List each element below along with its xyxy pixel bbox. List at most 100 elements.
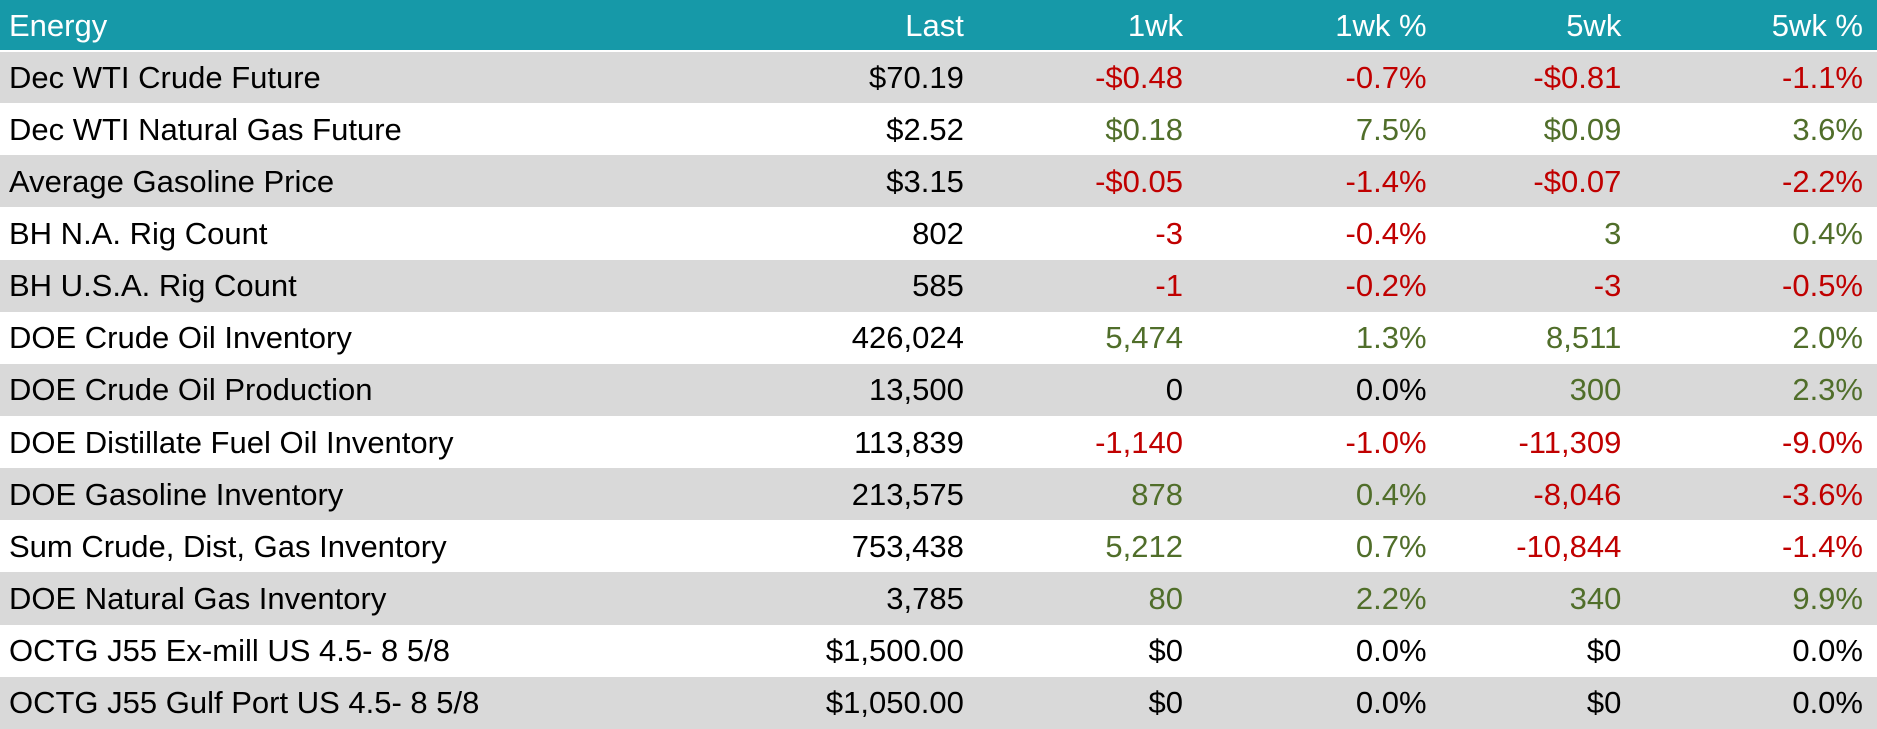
table-row: Dec WTI Crude Future $70.19 -$0.48 -0.7% -$0…	[0, 51, 1877, 104]
value-cell: 2.2%	[1197, 572, 1441, 625]
value-cell: 0.4%	[1197, 468, 1441, 521]
value-cell: -1.4%	[1197, 155, 1441, 208]
table-row: OCTG J55 Gulf Port US 4.5- 8 5/8 $1,050.0…	[0, 676, 1877, 729]
value-cell: $1,050.00	[749, 676, 978, 729]
value-cell: -0.7%	[1197, 51, 1441, 104]
column-header-1wk: 1wk	[977, 0, 1197, 52]
table-row: BH U.S.A. Rig Count 585 -1 -0.2% -3 -0.5%	[0, 259, 1877, 312]
value-cell: 3,785	[749, 572, 978, 625]
value-cell: -$0.81	[1440, 51, 1636, 104]
row-label-cell: Sum Crude, Dist, Gas Inventory	[0, 520, 750, 573]
value-cell: -0.5%	[1635, 259, 1877, 312]
value-cell: 0.0%	[1635, 676, 1877, 729]
row-label-cell: OCTG J55 Gulf Port US 4.5- 8 5/8	[0, 676, 750, 729]
row-label-cell: DOE Natural Gas Inventory	[0, 572, 750, 625]
value-cell: -1,140	[977, 415, 1197, 469]
value-cell: $0	[977, 624, 1197, 677]
row-label-cell: Average Gasoline Price	[0, 155, 750, 208]
table-row: DOE Distillate Fuel Oil Inventory 113,839…	[0, 415, 1877, 469]
value-cell: 0	[977, 363, 1197, 416]
value-cell: -0.4%	[1197, 207, 1441, 260]
value-cell: 3	[1440, 207, 1636, 260]
table-body: Dec WTI Crude Future $70.19 -$0.48 -0.7% -$0…	[0, 51, 1877, 729]
value-cell: $1,500.00	[749, 624, 978, 677]
value-cell: -3	[1440, 259, 1636, 312]
column-header-energy: Energy	[0, 0, 750, 52]
value-cell: 340	[1440, 572, 1636, 625]
value-cell: -1.0%	[1197, 415, 1441, 469]
value-cell: 13,500	[749, 363, 978, 416]
value-cell: -8,046	[1440, 468, 1636, 521]
value-cell: 0.4%	[1635, 207, 1877, 260]
table-header: Energy Last 1wk 1wk % 5wk 5wk %	[0, 0, 1877, 52]
value-cell: $0.18	[977, 103, 1197, 156]
value-cell: 80	[977, 572, 1197, 625]
value-cell: 878	[977, 468, 1197, 521]
value-cell: 213,575	[749, 468, 978, 521]
table-row: DOE Crude Oil Inventory 426,024 5,474 1.3% 8…	[0, 311, 1877, 364]
value-cell: 2.3%	[1635, 363, 1877, 416]
value-cell: -11,309	[1440, 415, 1636, 469]
header-row: Energy Last 1wk 1wk % 5wk 5wk %	[0, 0, 1877, 52]
value-cell: -1.4%	[1635, 520, 1877, 573]
row-label-cell: Dec WTI Natural Gas Future	[0, 103, 750, 156]
value-cell: 0.0%	[1197, 363, 1441, 416]
table-row: BH N.A. Rig Count 802 -3 -0.4% 3 0.4%	[0, 207, 1877, 260]
value-cell: 0.0%	[1635, 624, 1877, 677]
value-cell: $70.19	[749, 51, 978, 104]
value-cell: -2.2%	[1635, 155, 1877, 208]
value-cell: -0.2%	[1197, 259, 1441, 312]
value-cell: 585	[749, 259, 978, 312]
value-cell: 113,839	[749, 415, 978, 469]
value-cell: 5,474	[977, 311, 1197, 364]
value-cell: 0.0%	[1197, 624, 1441, 677]
table-row: OCTG J55 Ex-mill US 4.5- 8 5/8 $1,500.00 $…	[0, 624, 1877, 677]
value-cell: -$0.48	[977, 51, 1197, 104]
row-label-cell: BH U.S.A. Rig Count	[0, 259, 750, 312]
column-header-1wk-pct: 1wk %	[1197, 0, 1441, 52]
row-label-cell: Dec WTI Crude Future	[0, 51, 750, 104]
column-header-5wk-pct: 5wk %	[1635, 0, 1877, 52]
value-cell: $0	[1440, 676, 1636, 729]
value-cell: 7.5%	[1197, 103, 1441, 156]
value-cell: 5,212	[977, 520, 1197, 573]
value-cell: -3	[977, 207, 1197, 260]
value-cell: -9.0%	[1635, 415, 1877, 469]
value-cell: 1.3%	[1197, 311, 1441, 364]
value-cell: -10,844	[1440, 520, 1636, 573]
value-cell: -3.6%	[1635, 468, 1877, 521]
value-cell: 0.7%	[1197, 520, 1441, 573]
column-header-last: Last	[749, 0, 978, 52]
row-label-cell: OCTG J55 Ex-mill US 4.5- 8 5/8	[0, 624, 750, 677]
value-cell: 9.9%	[1635, 572, 1877, 625]
value-cell: -$0.07	[1440, 155, 1636, 208]
value-cell: -$0.05	[977, 155, 1197, 208]
row-label-cell: DOE Gasoline Inventory	[0, 468, 750, 521]
row-label-cell: BH N.A. Rig Count	[0, 207, 750, 260]
table-row: DOE Crude Oil Production 13,500 0 0.0% 300 2.…	[0, 363, 1877, 416]
column-header-5wk: 5wk	[1440, 0, 1636, 52]
row-label-cell: DOE Crude Oil Production	[0, 363, 750, 416]
value-cell: $3.15	[749, 155, 978, 208]
value-cell: 802	[749, 207, 978, 260]
value-cell: $0	[977, 676, 1197, 729]
value-cell: 3.6%	[1635, 103, 1877, 156]
value-cell: 8,511	[1440, 311, 1636, 364]
table-row: Sum Crude, Dist, Gas Inventory 753,438 5,2…	[0, 520, 1877, 573]
value-cell: $0	[1440, 624, 1636, 677]
value-cell: 753,438	[749, 520, 978, 573]
row-label-cell: DOE Crude Oil Inventory	[0, 311, 750, 364]
table-row: DOE Natural Gas Inventory 3,785 80 2.2% 340 9…	[0, 572, 1877, 625]
value-cell: 300	[1440, 363, 1636, 416]
value-cell: 2.0%	[1635, 311, 1877, 364]
value-cell: -1.1%	[1635, 51, 1877, 104]
value-cell: 426,024	[749, 311, 978, 364]
value-cell: -1	[977, 259, 1197, 312]
row-label-cell: DOE Distillate Fuel Oil Inventory	[0, 415, 750, 469]
table-row: Dec WTI Natural Gas Future $2.52 $0.18 7.5%…	[0, 103, 1877, 156]
table-row: DOE Gasoline Inventory 213,575 878 0.4% -8,0…	[0, 468, 1877, 521]
table-row: Average Gasoline Price $3.15 -$0.05 -1.4% -$…	[0, 155, 1877, 208]
value-cell: $0.09	[1440, 103, 1636, 156]
